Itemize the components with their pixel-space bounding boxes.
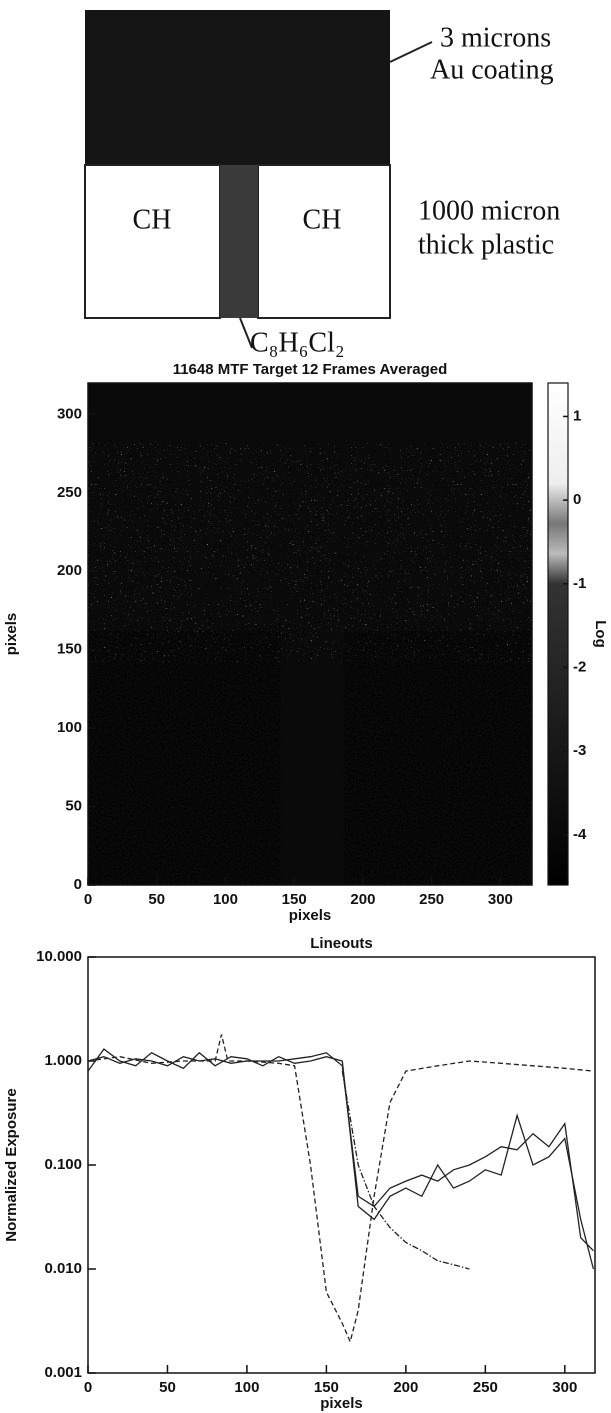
label: 3 microns [440,22,551,53]
x-tick-label: 250 [473,1379,498,1396]
label: C₈H₆Cl₂ [250,327,345,358]
label: 1000 micron [418,195,560,226]
colorbar-tick-label: -2 [573,658,586,675]
image [88,383,532,885]
x-tick-label: 300 [552,1379,577,1396]
colorbar-tick-label: 1 [573,407,581,424]
x-tick-label: 150 [314,1379,339,1396]
line-series [87,1034,594,1344]
x-tick-label: 100 [213,891,238,908]
y-tick-label: 50 [65,798,82,815]
speckle-area [88,443,532,663]
colorbar [547,382,569,886]
x-tick-label: 250 [419,891,444,908]
chart-title: 11648 MTF Target 12 Frames Averaged [173,361,448,378]
y-tick-label: 0 [74,876,82,893]
y-tick-label: 150 [57,641,82,658]
target-diagram: 3 microns Au coating CH CH 1000 micron t… [84,10,560,358]
label: CH [303,204,342,235]
colorbar-tick-label: -4 [573,826,587,843]
label: CH [133,204,172,235]
y-tick-label: 300 [57,405,82,422]
plot-frame [87,956,596,1374]
colorbar-tick-label: -1 [573,575,586,592]
speckle [88,443,532,663]
x-tick-label: 50 [159,1379,176,1396]
x-axis-label: pixels [289,907,332,924]
x-tick-label: 0 [84,891,92,908]
leader-line [239,317,253,349]
label: thick plastic [418,229,554,260]
bright-left [88,630,281,885]
x-tick-label: 50 [148,891,165,908]
line-series [341,1070,470,1270]
y-tick-label: 1.000 [44,1052,82,1069]
y-tick-label: 250 [57,484,82,501]
ch-block [257,164,391,319]
y-axis-label: Normalized Exposure [3,1088,20,1241]
bright-region [88,630,532,885]
au-coating [85,10,390,165]
y-axis-label: pixels [3,613,20,656]
colorbar-tick-label: 0 [573,491,581,508]
channel [220,165,258,318]
y-tick-label: 0.001 [44,1364,82,1381]
y-tick-label: 10.000 [36,948,82,965]
line-series [87,1048,595,1270]
bright-right [343,630,532,885]
label: Au coating [430,54,554,85]
ch-block [84,164,221,319]
colorbar-tick-label: -3 [573,742,586,759]
x-tick-label: 0 [84,1379,92,1396]
line-series [87,1052,594,1252]
x-tick-label: 100 [234,1379,259,1396]
plot-frame [87,382,533,886]
x-tick-label: 300 [488,891,513,908]
chart-title: Lineouts [310,935,373,952]
x-tick-label: 150 [282,891,307,908]
y-tick-label: 100 [57,719,82,736]
x-axis-label: pixels [320,1395,363,1412]
leader-line [389,41,433,63]
y-tick-label: 0.010 [44,1260,82,1277]
y-tick-label: 0.100 [44,1156,82,1173]
x-tick-label: 200 [393,1379,418,1396]
y-tick-label: 200 [57,562,82,579]
x-tick-label: 200 [350,891,375,908]
colorbar-label: Log [592,620,609,648]
